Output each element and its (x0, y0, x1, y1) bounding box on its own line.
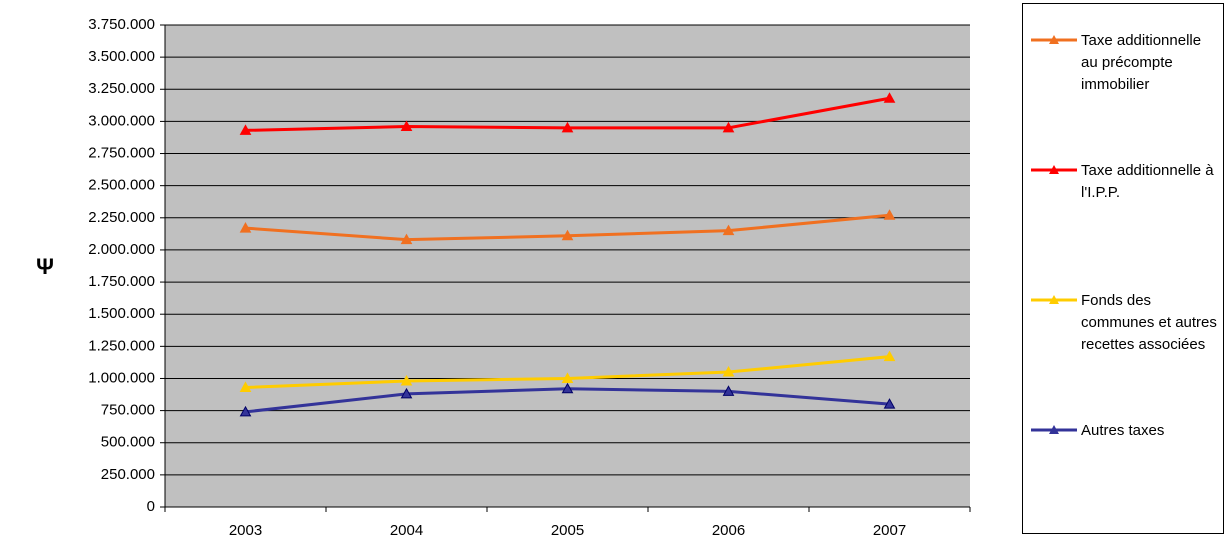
point-marker (561, 121, 574, 133)
point-marker (722, 385, 735, 396)
legend-swatch (1031, 295, 1077, 304)
legend-label: Autres taxes (1081, 422, 1165, 439)
y-tick-label: 1.250.000 (88, 337, 155, 354)
y-tick-label: 250.000 (101, 466, 155, 483)
point-marker (561, 229, 574, 241)
legend-label: Taxe additionnelle au précompte immobili… (1081, 32, 1202, 93)
y-tick-label: 1.500.000 (88, 305, 155, 322)
y-tick-label: 2.500.000 (88, 177, 155, 194)
point-marker (400, 387, 413, 399)
point-marker (722, 224, 735, 236)
point-marker (883, 209, 896, 220)
x-tick-label: 2007 (873, 522, 906, 539)
y-tick-label: 2.750.000 (88, 145, 155, 162)
legend: Taxe additionnelle au précompte immobili… (1022, 3, 1224, 534)
y-tick-label: 1.750.000 (88, 273, 155, 290)
y-tick-label: 500.000 (101, 434, 155, 451)
legend-label: Taxe additionnelle à l'I.P.P. (1081, 162, 1214, 201)
legend-swatch (1031, 165, 1077, 174)
y-tick-label: 1.000.000 (88, 369, 155, 386)
legend-marker (1049, 425, 1059, 434)
legend-label: Fonds des communes et autres recettes as… (1081, 292, 1217, 353)
y-tick-label: 3.750.000 (88, 16, 155, 33)
point-marker (561, 372, 574, 383)
point-marker (722, 121, 735, 133)
y-tick-label: 3.000.000 (88, 112, 155, 129)
y-tick-label: 3.250.000 (88, 80, 155, 97)
y-tick-label: 0 (147, 498, 155, 515)
point-marker (400, 233, 413, 245)
x-tick-label: 2006 (712, 522, 745, 539)
y-tick-label: 2.000.000 (88, 241, 155, 258)
legend-swatch (1031, 425, 1077, 434)
point-marker (883, 398, 896, 409)
x-tick-label: 2004 (390, 522, 423, 539)
legend-marker (1049, 295, 1059, 304)
point-marker (722, 366, 735, 377)
x-tick-label: 2005 (551, 522, 584, 539)
point-marker (239, 405, 252, 417)
point-marker (239, 381, 252, 392)
point-marker (883, 92, 896, 103)
y-tick-label: 2.250.000 (88, 209, 155, 226)
point-marker (239, 124, 252, 135)
plot-area (165, 25, 970, 507)
point-marker (561, 382, 574, 394)
x-tick-label: 2003 (229, 522, 262, 539)
point-marker (883, 350, 896, 362)
point-marker (400, 120, 413, 132)
y-tick-label: 750.000 (101, 402, 155, 419)
point-marker (400, 375, 413, 386)
chart: Ψ 0 250.000 500.000 750.000 1.000.000 1.250.0… (36, 16, 971, 539)
y-tick-label: 3.500.000 (88, 48, 155, 65)
legend-swatch (1031, 35, 1077, 44)
legend-marker (1049, 35, 1059, 44)
point-marker (239, 222, 252, 233)
legend-marker (1049, 165, 1059, 174)
y-axis-label: Ψ (36, 254, 54, 279)
